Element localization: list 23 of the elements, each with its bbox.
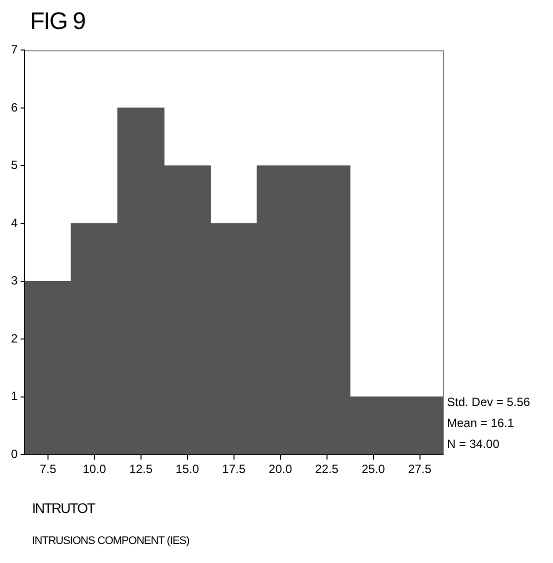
y-tick-label: 5 xyxy=(10,158,18,172)
x-axis-title: INTRUTOT xyxy=(32,500,95,516)
x-tick-label: 25.0 xyxy=(362,462,386,476)
x-tick-label: 7.5 xyxy=(40,462,57,476)
y-tick-label: 4 xyxy=(10,216,18,230)
y-tick-label: 2 xyxy=(10,331,18,346)
x-tick-label: 15.0 xyxy=(176,462,200,476)
x-tick-label: 20.0 xyxy=(268,462,292,476)
x-tick-label: 22.5 xyxy=(315,462,339,476)
x-tick-label: 10.0 xyxy=(82,462,106,476)
y-tick-label: 7 xyxy=(10,42,18,57)
y-tick-label: 1 xyxy=(10,389,18,404)
x-tick-label: 17.5 xyxy=(222,462,246,476)
chart-title: FIG 9 xyxy=(30,8,86,36)
text: Std. Dev = 5.56 xyxy=(447,394,530,409)
text: N = 34.00 xyxy=(447,436,500,451)
x-tick-label: 27.5 xyxy=(408,462,432,476)
text: Mean = 16.1 xyxy=(447,416,514,430)
x-tick-label: 12.5 xyxy=(129,462,153,476)
text: INTRUSIONS COMPONENT (IES) xyxy=(32,535,190,547)
y-tick-label: 0 xyxy=(10,446,18,461)
y-tick-label: 3 xyxy=(10,274,18,288)
y-tick-label: 6 xyxy=(10,100,18,114)
